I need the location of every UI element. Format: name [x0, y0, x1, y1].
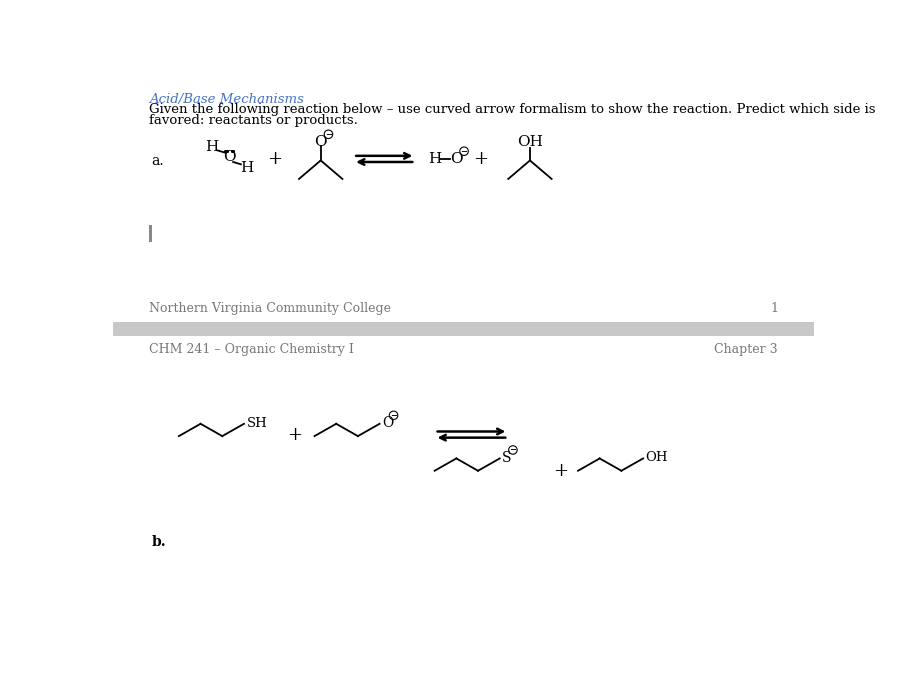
Text: −: −: [389, 411, 396, 420]
Text: OH: OH: [517, 135, 543, 149]
Text: −: −: [324, 130, 331, 138]
Text: Chapter 3: Chapter 3: [713, 342, 777, 356]
Text: OH: OH: [645, 451, 667, 464]
Text: −: −: [460, 147, 467, 156]
Text: H: H: [239, 161, 253, 175]
Text: +: +: [287, 426, 303, 444]
Text: +: +: [553, 462, 568, 480]
Bar: [113, 322, 813, 336]
Text: a.: a.: [152, 154, 164, 168]
Text: SH: SH: [247, 417, 267, 429]
Text: 1: 1: [769, 302, 777, 315]
Text: O: O: [381, 416, 393, 430]
Text: Given the following reaction below – use curved arrow formalism to show the reac: Given the following reaction below – use…: [148, 103, 874, 116]
Text: Acid/Base Mechanisms: Acid/Base Mechanisms: [148, 93, 303, 105]
Text: +: +: [266, 150, 282, 168]
Text: favored: reactants or products.: favored: reactants or products.: [148, 114, 357, 127]
Text: −: −: [508, 446, 516, 455]
Text: S: S: [501, 451, 511, 464]
Text: O: O: [450, 152, 462, 166]
Text: O: O: [314, 135, 327, 149]
Text: +: +: [473, 150, 489, 168]
Text: H: H: [427, 152, 441, 166]
Text: b.: b.: [152, 535, 166, 549]
Text: O: O: [223, 150, 236, 165]
Text: H: H: [205, 140, 219, 154]
Bar: [148, 225, 152, 242]
Text: Northern Virginia Community College: Northern Virginia Community College: [148, 302, 390, 315]
Text: CHM 241 – Organic Chemistry I: CHM 241 – Organic Chemistry I: [148, 342, 353, 356]
